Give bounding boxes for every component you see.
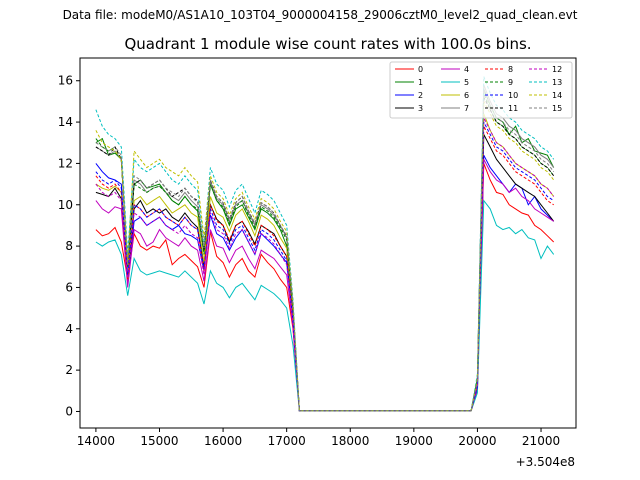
x-tick-label: 17000: [268, 434, 306, 448]
series-line-9: [95, 92, 555, 412]
legend-label-14: 14: [552, 91, 562, 100]
y-tick-label: 8: [65, 239, 73, 253]
chart-title: Quadrant 1 module wise count rates with …: [124, 35, 531, 53]
series-line-2: [95, 154, 555, 412]
y-tick-label: 12: [58, 156, 73, 170]
legend-label-4: 4: [464, 65, 469, 74]
x-tick-label: 14000: [77, 434, 115, 448]
legend-label-12: 12: [552, 65, 562, 74]
plot-frame: [79, 57, 577, 429]
series-line-0: [95, 163, 555, 412]
legend-label-0: 0: [418, 65, 423, 74]
chart-suptitle: Data file: modeM0/AS1A10_103T04_90000041…: [63, 8, 578, 22]
legend-label-8: 8: [508, 65, 513, 74]
series-line-8: [95, 125, 554, 412]
legend-label-6: 6: [464, 91, 469, 100]
series-line-13: [95, 76, 555, 412]
series-layer: [95, 76, 555, 412]
y-tick-label: 6: [65, 280, 73, 294]
x-tick-label: 16000: [204, 434, 242, 448]
x-tick-label: 20000: [458, 434, 496, 448]
x-axis: 14000 15000 16000 17000 18000 19000 20000 21000: [77, 428, 560, 448]
legend-label-11: 11: [508, 104, 518, 113]
y-axis: 0 2 4 6 8 10 12 14 16: [58, 74, 80, 418]
x-tick-label: 15000: [140, 434, 178, 448]
legend-label-5: 5: [464, 78, 469, 87]
legend-label-1: 1: [418, 78, 423, 87]
legend-label-3: 3: [418, 104, 423, 113]
series-line-12: [95, 117, 555, 412]
x-offset-label: +3.504e8: [516, 455, 575, 469]
series-line-5: [95, 199, 555, 412]
legend-box: [389, 61, 573, 119]
y-tick-label: 14: [58, 115, 73, 129]
y-tick-label: 2: [65, 363, 73, 377]
legend-label-15: 15: [552, 104, 562, 113]
series-line-4: [95, 159, 554, 412]
series-line-7: [95, 84, 555, 412]
legend-label-9: 9: [508, 78, 513, 87]
y-tick-label: 0: [65, 404, 73, 418]
x-tick-label: 21000: [522, 434, 560, 448]
y-tick-label: 16: [58, 74, 73, 88]
x-tick-label: 19000: [395, 434, 433, 448]
x-tick-label: 18000: [331, 434, 369, 448]
legend-label-10: 10: [508, 91, 518, 100]
series-line-14: [95, 101, 555, 412]
legend-label-13: 13: [552, 78, 562, 87]
y-tick-label: 4: [65, 322, 73, 336]
y-tick-label: 10: [58, 198, 73, 212]
legend-label-7: 7: [464, 104, 469, 113]
legend-label-2: 2: [418, 91, 423, 100]
series-line-15: [95, 88, 555, 412]
series-line-11: [95, 97, 555, 412]
